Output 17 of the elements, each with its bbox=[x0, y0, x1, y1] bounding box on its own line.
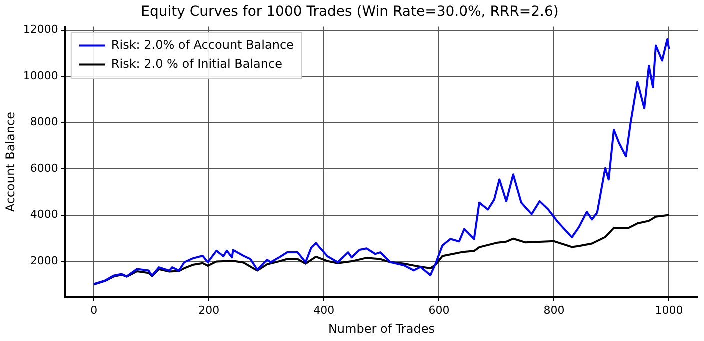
legend-label: Risk: 2.0 % of Initial Balance bbox=[111, 56, 282, 71]
y-tick-label: 8000 bbox=[30, 116, 58, 129]
y-tick-label: 2000 bbox=[30, 254, 58, 268]
x-tick-label: 200 bbox=[198, 304, 220, 317]
x-tick-label: 1000 bbox=[655, 304, 684, 317]
x-tick-label: 800 bbox=[544, 304, 565, 317]
x-axis-title: Number of Trades bbox=[328, 322, 435, 336]
x-tick-label: 600 bbox=[428, 304, 450, 317]
y-tick-label: 12000 bbox=[23, 23, 58, 36]
y-axis-title: Account Balance bbox=[3, 112, 18, 212]
legend-label: Risk: 2.0% of Account Balance bbox=[111, 38, 294, 52]
y-tick-label: 6000 bbox=[30, 162, 58, 175]
x-tick-label: 0 bbox=[90, 304, 98, 317]
y-tick-label: 4000 bbox=[30, 208, 58, 222]
chart-title: Equity Curves for 1000 Trades (Win Rate=30.0%, RRR=2.6) bbox=[141, 4, 559, 20]
y-tick-label: 10000 bbox=[23, 69, 58, 82]
x-tick-label: 400 bbox=[314, 304, 335, 317]
